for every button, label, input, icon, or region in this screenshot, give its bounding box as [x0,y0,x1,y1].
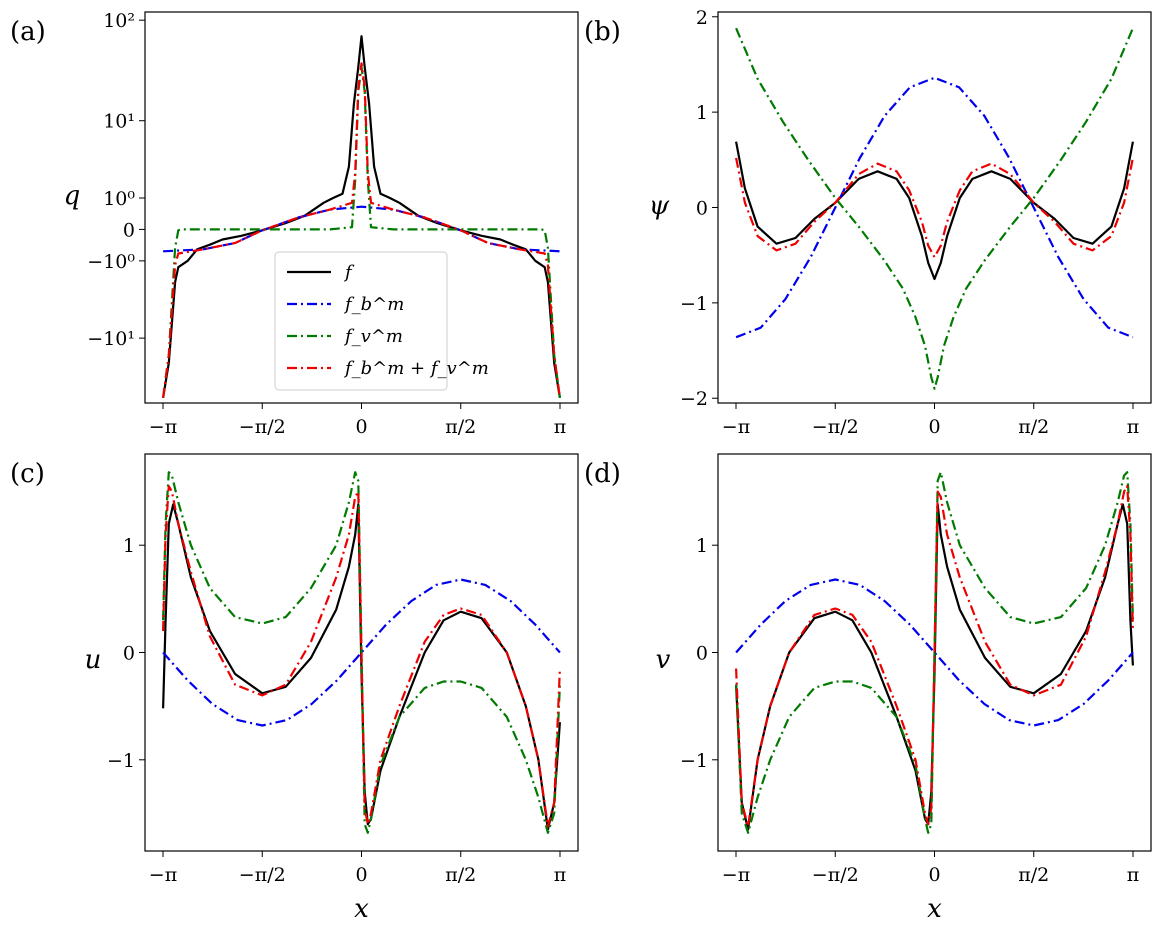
legend: ff_b^mf_v^mf_b^m + f_v^m [274,251,489,391]
y-axis-label: q [64,181,81,211]
series-fbv-line [162,62,561,398]
y-tick-label: −10¹ [87,328,135,350]
series-fb-line [735,76,1134,339]
x-tick-label: π [554,416,567,438]
x-tick-label: π/2 [1018,416,1049,438]
y-tick-label: 0 [696,643,708,665]
series-fv-line [162,471,561,834]
panel-c: −π −π/2 0 π/2 π −1 0 1 (c) u x [10,453,579,924]
series-fv-line [735,471,1134,834]
panel-label: (c) [10,459,45,489]
series-fb-line [162,578,561,727]
series-fb-line [735,578,1134,727]
y-tick-label: 2 [696,7,708,29]
y-tick-label: 10¹ [103,111,135,133]
series-fbv-line [735,157,1134,259]
legend-label-fbv: f_b^m + f_v^m [343,358,489,379]
x-tick-label: −π [149,416,177,438]
x-tick-label: −π/2 [812,416,859,438]
x-tick-label: π [1127,416,1140,438]
x-tick-label: 0 [355,416,367,438]
series-fb-line [163,205,560,253]
x-tick-label: 0 [928,864,940,886]
y-tick-label: 0 [123,219,135,241]
panel-d: −π −π/2 0 π/2 π −1 0 1 (d) v x [584,453,1152,924]
x-axis-label: x [927,894,942,924]
x-axis-label: x [354,894,369,924]
x-tick-label: −π [722,416,750,438]
y-axis-label: u [85,645,102,675]
y-tick-label: 1 [123,535,135,557]
series-f-line [735,141,1134,281]
x-tick-label: π/2 [445,864,476,886]
series-fbv-line [735,485,1134,828]
legend-box [274,251,448,391]
panel-label: (d) [584,459,621,489]
panel-label: (a) [10,17,46,47]
x-tick-label: 0 [355,864,367,886]
series-group [162,471,561,834]
y-tick-label: −1 [680,293,708,315]
x-tick-label: −π/2 [812,864,859,886]
x-tick-label: π/2 [445,416,476,438]
panel-b: −π −π/2 0 π/2 π −2 −1 0 1 2 (b) ψ [584,7,1152,438]
panel-a: −π −π/2 0 π/2 π −10¹ −10⁰ 0 10⁰ 10¹ 10² (a) q [10,10,579,438]
y-tick-label: 1 [696,102,708,124]
x-tick-label: −π/2 [239,864,286,886]
y-tick-label: −10⁰ [87,251,135,273]
legend-label-fb: f_b^m [343,294,404,315]
x-tick-label: −π/2 [239,416,286,438]
x-tick-label: π [554,864,567,886]
series-fbv-line [162,485,561,828]
panel-label: (b) [584,17,621,47]
y-tick-label: 0 [696,198,708,220]
legend-label-fv: f_v^m [343,326,403,347]
y-tick-label: 10⁰ [103,188,135,210]
y-axis-label: ψ [649,191,670,221]
plot-frame [717,11,1152,404]
x-tick-label: −π [722,864,750,886]
y-tick-label: 0 [123,643,135,665]
y-tick-label: −2 [680,388,708,410]
series-group [735,471,1134,834]
series-f-line [162,35,561,398]
x-tick-label: π [1127,864,1140,886]
series-group [162,35,561,398]
x-tick-label: 0 [928,416,940,438]
series-group [735,27,1134,390]
x-tick-label: π/2 [1018,864,1049,886]
x-tick-label: −π [149,864,177,886]
y-axis-label: v [656,645,671,675]
y-tick-label: −1 [107,750,135,772]
y-tick-label: −1 [680,750,708,772]
series-fv-line [735,27,1134,390]
y-tick-label: 10² [103,10,135,32]
y-tick-label: 1 [696,535,708,557]
